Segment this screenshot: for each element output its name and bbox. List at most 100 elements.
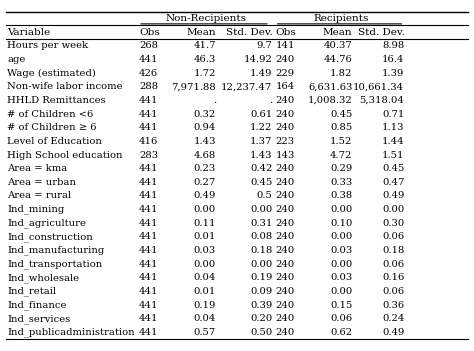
Text: 4.68: 4.68 bbox=[193, 151, 216, 160]
Text: 0.19: 0.19 bbox=[250, 273, 273, 282]
Text: Ind_retail: Ind_retail bbox=[7, 286, 56, 296]
Text: 441: 441 bbox=[139, 205, 158, 214]
Text: Non-wife labor income: Non-wife labor income bbox=[7, 82, 123, 91]
Text: 240: 240 bbox=[276, 246, 295, 255]
Text: Ind_services: Ind_services bbox=[7, 314, 70, 324]
Text: 0.61: 0.61 bbox=[250, 110, 273, 119]
Text: Mean: Mean bbox=[186, 28, 216, 37]
Text: 14.92: 14.92 bbox=[244, 55, 273, 64]
Text: 143: 143 bbox=[276, 151, 295, 160]
Text: 441: 441 bbox=[139, 287, 158, 296]
Text: 6,631.63: 6,631.63 bbox=[308, 82, 353, 91]
Text: 441: 441 bbox=[139, 191, 158, 200]
Text: Ind_agriculture: Ind_agriculture bbox=[7, 218, 86, 228]
Text: 0.03: 0.03 bbox=[330, 246, 353, 255]
Text: 0.15: 0.15 bbox=[330, 300, 353, 310]
Text: 0.45: 0.45 bbox=[382, 164, 404, 173]
Text: 0.71: 0.71 bbox=[382, 110, 404, 119]
Text: 229: 229 bbox=[276, 69, 295, 78]
Text: 0.01: 0.01 bbox=[193, 232, 216, 241]
Text: Non-Recipients: Non-Recipients bbox=[166, 14, 247, 23]
Text: 240: 240 bbox=[276, 219, 295, 228]
Text: 0.00: 0.00 bbox=[330, 232, 353, 241]
Text: 0.03: 0.03 bbox=[193, 246, 216, 255]
Text: 441: 441 bbox=[139, 55, 158, 64]
Text: 0.11: 0.11 bbox=[193, 219, 216, 228]
Text: 0.36: 0.36 bbox=[382, 300, 404, 310]
Text: 0.00: 0.00 bbox=[330, 287, 353, 296]
Text: 240: 240 bbox=[276, 300, 295, 310]
Text: 44.76: 44.76 bbox=[324, 55, 353, 64]
Text: 0.50: 0.50 bbox=[250, 328, 273, 337]
Text: 1.82: 1.82 bbox=[330, 69, 353, 78]
Text: 441: 441 bbox=[139, 110, 158, 119]
Text: 4.72: 4.72 bbox=[330, 151, 353, 160]
Text: 0.24: 0.24 bbox=[382, 314, 404, 323]
Text: 1.39: 1.39 bbox=[382, 69, 404, 78]
Text: 0.01: 0.01 bbox=[193, 287, 216, 296]
Text: 268: 268 bbox=[139, 41, 158, 51]
Text: 441: 441 bbox=[139, 314, 158, 323]
Text: 0.08: 0.08 bbox=[250, 232, 273, 241]
Text: 0.18: 0.18 bbox=[382, 246, 404, 255]
Text: 0.20: 0.20 bbox=[250, 314, 273, 323]
Text: High School education: High School education bbox=[7, 151, 123, 160]
Text: 0.42: 0.42 bbox=[250, 164, 273, 173]
Text: 0.06: 0.06 bbox=[382, 232, 404, 241]
Text: 1,008.32: 1,008.32 bbox=[308, 96, 353, 105]
Text: # of Children <6: # of Children <6 bbox=[7, 110, 93, 119]
Text: 441: 441 bbox=[139, 232, 158, 241]
Text: 240: 240 bbox=[276, 232, 295, 241]
Text: 1.22: 1.22 bbox=[250, 123, 273, 132]
Text: 5,318.04: 5,318.04 bbox=[359, 96, 404, 105]
Text: 0.00: 0.00 bbox=[250, 205, 273, 214]
Text: 0.45: 0.45 bbox=[330, 110, 353, 119]
Text: 0.30: 0.30 bbox=[382, 219, 404, 228]
Text: 0.06: 0.06 bbox=[330, 314, 353, 323]
Text: 0.00: 0.00 bbox=[193, 260, 216, 269]
Text: 441: 441 bbox=[139, 246, 158, 255]
Text: HHLD Remittances: HHLD Remittances bbox=[7, 96, 106, 105]
Text: 0.00: 0.00 bbox=[193, 205, 216, 214]
Text: 16.4: 16.4 bbox=[382, 55, 404, 64]
Text: 0.33: 0.33 bbox=[330, 178, 353, 187]
Text: 240: 240 bbox=[276, 164, 295, 173]
Text: 0.19: 0.19 bbox=[193, 300, 216, 310]
Text: Ind_publicadministration: Ind_publicadministration bbox=[7, 327, 135, 337]
Text: 223: 223 bbox=[276, 137, 295, 146]
Text: 0.03: 0.03 bbox=[330, 273, 353, 282]
Text: .: . bbox=[269, 96, 273, 105]
Text: 0.06: 0.06 bbox=[382, 260, 404, 269]
Text: 1.43: 1.43 bbox=[250, 151, 273, 160]
Text: 441: 441 bbox=[139, 260, 158, 269]
Text: 0.62: 0.62 bbox=[330, 328, 353, 337]
Text: 0.00: 0.00 bbox=[330, 205, 353, 214]
Text: 441: 441 bbox=[139, 164, 158, 173]
Text: 10,661.34: 10,661.34 bbox=[353, 82, 404, 91]
Text: 0.00: 0.00 bbox=[382, 205, 404, 214]
Text: 12,237.47: 12,237.47 bbox=[221, 82, 273, 91]
Text: Variable: Variable bbox=[7, 28, 50, 37]
Text: 441: 441 bbox=[139, 123, 158, 132]
Text: 0.38: 0.38 bbox=[330, 191, 353, 200]
Text: 441: 441 bbox=[139, 96, 158, 105]
Text: 0.18: 0.18 bbox=[250, 246, 273, 255]
Text: Ind_mining: Ind_mining bbox=[7, 205, 64, 214]
Text: Ind_finance: Ind_finance bbox=[7, 300, 66, 310]
Text: 0.10: 0.10 bbox=[330, 219, 353, 228]
Text: 0.49: 0.49 bbox=[382, 328, 404, 337]
Text: 0.09: 0.09 bbox=[250, 287, 273, 296]
Text: 141: 141 bbox=[276, 41, 295, 51]
Text: Obs: Obs bbox=[276, 28, 296, 37]
Text: 1.51: 1.51 bbox=[382, 151, 404, 160]
Text: 0.85: 0.85 bbox=[330, 123, 353, 132]
Text: Std. Dev.: Std. Dev. bbox=[357, 28, 404, 37]
Text: 0.04: 0.04 bbox=[193, 314, 216, 323]
Text: 240: 240 bbox=[276, 191, 295, 200]
Text: age: age bbox=[7, 55, 26, 64]
Text: 288: 288 bbox=[139, 82, 158, 91]
Text: 0.23: 0.23 bbox=[193, 164, 216, 173]
Text: 0.49: 0.49 bbox=[193, 191, 216, 200]
Text: 1.52: 1.52 bbox=[330, 137, 353, 146]
Text: 0.31: 0.31 bbox=[250, 219, 273, 228]
